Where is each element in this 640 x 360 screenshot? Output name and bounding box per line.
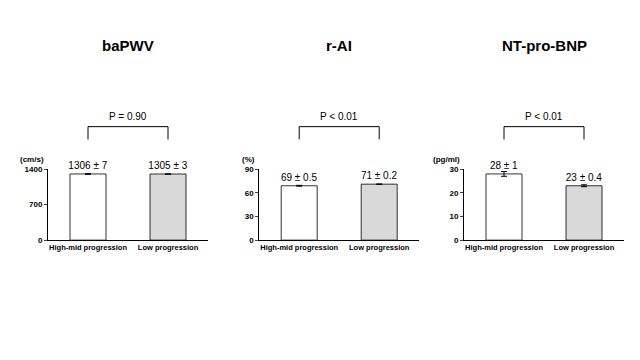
svg-text:69 ± 0.5: 69 ± 0.5 (281, 172, 318, 183)
svg-text:(cm/s): (cm/s) (20, 155, 44, 164)
svg-text:700: 700 (29, 200, 43, 209)
svg-text:Low progression: Low progression (138, 243, 199, 252)
svg-text:baPWV: baPWV (102, 37, 154, 54)
svg-text:(%): (%) (242, 155, 255, 164)
svg-text:r-AI: r-AI (326, 37, 352, 54)
svg-text:90: 90 (245, 165, 254, 174)
svg-text:P < 0.01: P < 0.01 (320, 111, 358, 122)
svg-text:71 ± 0.2: 71 ± 0.2 (361, 170, 398, 181)
svg-text:0: 0 (38, 236, 43, 245)
svg-text:1400: 1400 (25, 165, 43, 174)
svg-text:0: 0 (454, 236, 459, 245)
svg-text:(pg/ml): (pg/ml) (433, 155, 460, 164)
svg-text:0: 0 (249, 236, 254, 245)
svg-text:23 ± 0.4: 23 ± 0.4 (566, 172, 603, 183)
svg-text:1306 ± 7: 1306 ± 7 (68, 160, 107, 171)
svg-text:20: 20 (449, 189, 458, 198)
svg-text:10: 10 (449, 212, 458, 221)
svg-text:High-mid progression: High-mid progression (260, 243, 338, 252)
svg-text:1305 ± 3: 1305 ± 3 (148, 160, 187, 171)
svg-text:Low progression: Low progression (554, 243, 615, 252)
svg-text:High-mid progression: High-mid progression (49, 243, 127, 252)
svg-text:60: 60 (245, 189, 254, 198)
svg-text:NT-pro-BNP: NT-pro-BNP (502, 37, 587, 54)
svg-text:Low progression: Low progression (349, 243, 410, 252)
svg-text:30: 30 (449, 165, 458, 174)
svg-text:High-mid progression: High-mid progression (465, 243, 543, 252)
svg-text:P = 0.90: P = 0.90 (109, 111, 147, 122)
svg-text:30: 30 (245, 212, 254, 221)
svg-text:28 ± 1: 28 ± 1 (490, 160, 518, 171)
svg-text:P < 0.01: P < 0.01 (525, 111, 563, 122)
